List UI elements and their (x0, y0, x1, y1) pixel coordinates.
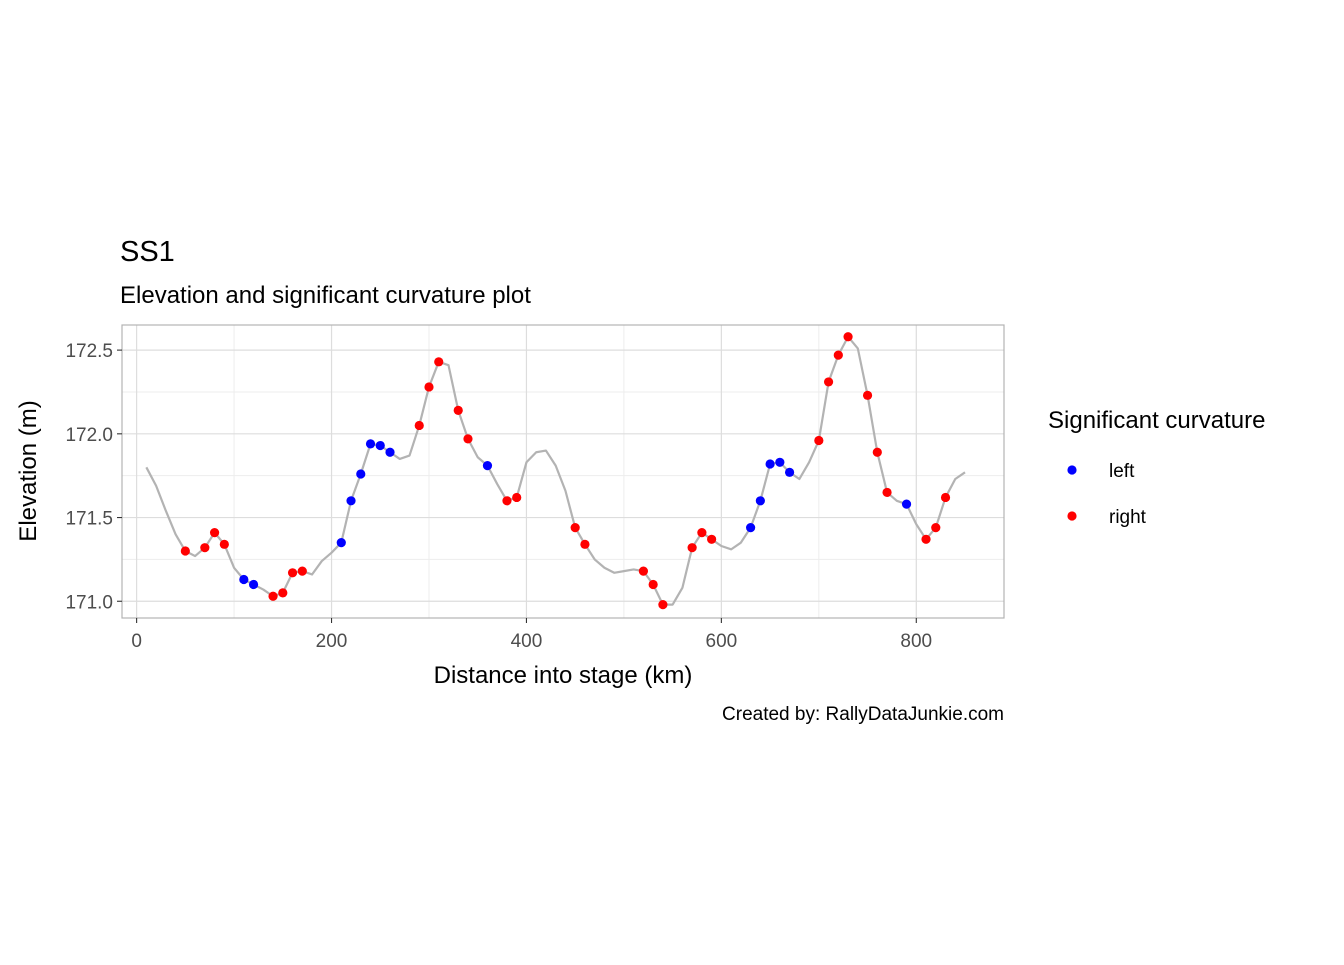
curvature-point-right (921, 534, 931, 544)
curvature-point-right (658, 600, 668, 610)
legend-label-left: left (1109, 461, 1135, 482)
y-axis-title: Elevation (m) (15, 400, 42, 541)
curvature-points-layer (180, 332, 951, 610)
curvature-point-right (453, 405, 463, 415)
curvature-point-right (940, 492, 951, 503)
curvature-point-right (843, 332, 853, 342)
legend: Significant curvature left right (1048, 407, 1265, 528)
curvature-point-right (502, 496, 512, 506)
curvature-point-right (648, 579, 658, 590)
curvature-point-left (356, 469, 366, 479)
x-axis-title: Distance into stage (km) (434, 662, 693, 689)
curvature-point-right (278, 588, 288, 598)
x-tick-label: 400 (511, 631, 543, 652)
x-tick-label: 0 (131, 631, 142, 652)
chart-caption: Created by: RallyDataJunkie.com (722, 704, 1004, 725)
legend-title: Significant curvature (1048, 407, 1265, 434)
curvature-point-left (765, 459, 775, 469)
y-tick-label: 171.0 (65, 592, 113, 613)
chart-title: SS1 (120, 236, 175, 268)
curvature-point-right (219, 539, 229, 549)
curvature-point-right (580, 539, 590, 549)
curvature-point-right (862, 390, 873, 400)
panel-grid (122, 325, 1004, 618)
curvature-point-left (375, 440, 385, 451)
chart-subtitle: Elevation and significant curvature plot (120, 282, 531, 309)
x-tick-label: 600 (706, 631, 738, 652)
x-tick-label: 200 (316, 631, 348, 652)
curvature-point-right (823, 377, 834, 387)
y-axis: 171.0 171.5 172.0 172.5 (65, 341, 122, 613)
curvature-point-right (882, 487, 892, 498)
curvature-point-left (901, 499, 912, 509)
curvature-point-right (297, 566, 307, 576)
legend-key-right (1067, 511, 1077, 521)
x-axis: 0 200 400 600 800 (131, 618, 932, 652)
curvature-point-right (434, 357, 444, 367)
curvature-point-right (200, 543, 210, 553)
curvature-point-right (463, 434, 473, 444)
curvature-point-right (687, 543, 697, 553)
curvature-point-left (784, 467, 795, 477)
y-tick-label: 172.5 (65, 341, 113, 362)
curvature-point-left (746, 522, 756, 533)
panel-background (122, 325, 1004, 618)
curvature-point-left (239, 574, 249, 585)
legend-key-left (1067, 465, 1077, 475)
curvature-point-left (385, 447, 395, 457)
curvature-point-right (180, 546, 190, 556)
curvature-point-right (424, 382, 434, 392)
curvature-point-left (248, 579, 259, 590)
curvature-point-right (512, 492, 522, 503)
curvature-point-left (346, 496, 356, 506)
curvature-point-left (755, 496, 765, 506)
curvature-point-left (365, 439, 376, 449)
curvature-point-right (570, 522, 580, 533)
curvature-point-left (775, 457, 785, 467)
curvature-point-right (414, 420, 424, 431)
curvature-point-right (287, 568, 298, 578)
curvature-point-right (697, 528, 707, 538)
y-tick-label: 171.5 (65, 509, 113, 530)
curvature-point-right (814, 435, 824, 446)
curvature-point-right (872, 447, 882, 457)
curvature-point-left (482, 461, 493, 471)
curvature-point-right (931, 522, 941, 533)
curvature-point-right (707, 534, 717, 544)
curvature-point-right (209, 528, 220, 538)
curvature-point-left (336, 538, 346, 548)
y-tick-label: 172.0 (65, 425, 113, 446)
x-tick-label: 800 (900, 631, 932, 652)
panel-border (121, 324, 1005, 619)
curvature-point-right (833, 350, 843, 360)
legend-label-right: right (1109, 507, 1147, 528)
curvature-point-right (268, 591, 278, 601)
curvature-point-right (638, 566, 649, 576)
